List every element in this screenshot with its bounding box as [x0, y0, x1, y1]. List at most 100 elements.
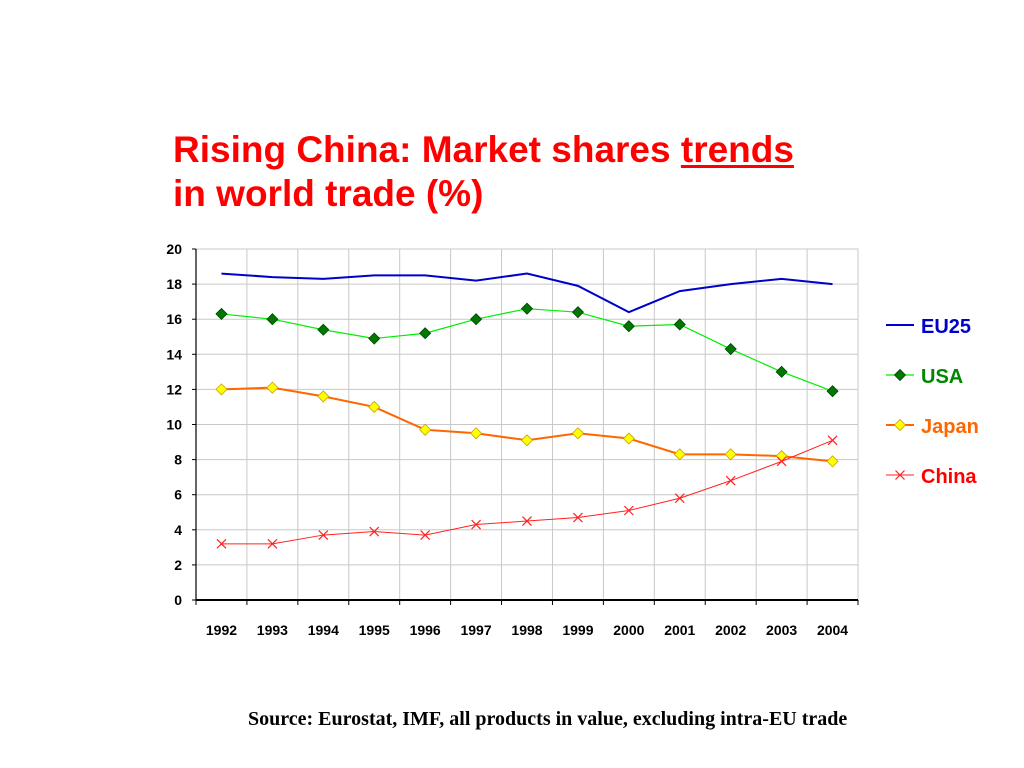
data-point-stroke: [471, 519, 482, 530]
y-tick-label: 0: [174, 592, 182, 608]
y-tick-label: 10: [166, 417, 182, 433]
data-point: [724, 342, 737, 356]
line-chart: 0 2 4 6 8 10 12 14 16 18 20 1992 1993 1994 1995 1996 199…: [166, 241, 979, 638]
x-tick-label: 1999: [562, 622, 593, 638]
page-title: Rising China: Market shares trends in wor…: [173, 128, 873, 216]
data-point: [826, 455, 839, 468]
data-point-stroke: [369, 526, 380, 537]
legend-label: USA: [921, 366, 963, 388]
data-point: [622, 320, 635, 333]
chart-axes: [192, 248, 859, 605]
data-point: [826, 385, 839, 398]
data-point: [317, 323, 330, 336]
data-point: [215, 307, 228, 321]
data-point-stroke: [216, 538, 227, 549]
x-tick-label: 2003: [766, 622, 797, 638]
x-tick-label: 1994: [308, 622, 339, 638]
y-tick-label: 6: [174, 487, 182, 503]
legend-item-usa: USA: [886, 366, 963, 388]
data-point: [420, 530, 431, 540]
y-tick-label: 2: [174, 557, 182, 573]
data-point: [368, 400, 381, 414]
x-tick-label: 1996: [410, 622, 441, 638]
chart-legend: EU25 USA Japan China: [886, 316, 979, 488]
data-point: [216, 538, 227, 549]
y-tick-label: 12: [166, 381, 182, 397]
data-point: [318, 530, 329, 540]
data-point: [572, 512, 583, 523]
chart-tick-labels: 0 2 4 6 8 10 12 14 16 18 20 1992 1993 1994 1995 1996 199…: [166, 241, 848, 638]
data-point: [827, 435, 838, 446]
legend-label: Japan: [921, 416, 979, 438]
series-japan: [215, 381, 839, 468]
data-point: [520, 302, 534, 315]
series-line: [221, 272, 833, 314]
data-point-stroke: [420, 530, 431, 540]
data-point: [895, 470, 905, 480]
data-point: [674, 493, 685, 504]
y-tick-label: 20: [166, 241, 182, 257]
series-eu25: [221, 272, 833, 314]
x-tick-label: 2000: [613, 622, 644, 638]
data-point-stroke: [776, 456, 787, 467]
x-tick-label: 1997: [460, 622, 491, 638]
data-point: [673, 318, 686, 331]
data-point: [266, 381, 279, 394]
chart-grid: [195, 248, 859, 601]
data-point: [571, 306, 584, 319]
data-point: [893, 418, 907, 432]
data-point: [571, 427, 584, 440]
legend-label: EU25: [921, 316, 971, 338]
y-tick-label: 8: [174, 452, 182, 468]
title-prefix: Rising China: Market shares: [173, 129, 681, 170]
legend-item-japan: Japan: [886, 416, 979, 438]
y-tick-label: 14: [166, 346, 182, 362]
data-point: [266, 313, 279, 326]
data-point: [419, 423, 432, 436]
y-tick-label: 18: [166, 276, 182, 292]
y-tick-label: 16: [166, 311, 182, 327]
x-tick-label: 1998: [511, 622, 542, 638]
series-china: [216, 435, 838, 549]
data-point-stroke: [267, 538, 278, 549]
data-point: [725, 475, 736, 486]
x-tick-label: 1993: [257, 622, 288, 638]
data-point: [215, 383, 228, 396]
data-point-stroke: [623, 505, 634, 516]
data-point: [317, 390, 330, 403]
legend-item-china: China: [886, 466, 977, 488]
data-point: [623, 505, 634, 516]
x-tick-label: 2001: [664, 622, 695, 638]
data-point: [471, 519, 482, 530]
data-point: [522, 516, 532, 526]
data-point-stroke: [318, 530, 329, 540]
data-point: [470, 427, 483, 440]
data-point: [419, 327, 432, 340]
data-point: [673, 448, 686, 461]
x-tick-label: 1992: [206, 622, 237, 638]
data-point-stroke: [895, 470, 905, 480]
data-point: [622, 432, 635, 445]
data-point-stroke: [572, 512, 583, 523]
x-tick-label: 2004: [817, 622, 848, 638]
x-tick-label: 1995: [359, 622, 390, 638]
data-point: [520, 434, 534, 447]
data-point-stroke: [522, 516, 532, 526]
series-usa: [215, 302, 839, 398]
data-point: [368, 332, 381, 345]
data-point-stroke: [674, 493, 685, 504]
legend-label: China: [921, 466, 977, 488]
data-point: [893, 368, 907, 382]
data-point-stroke: [725, 475, 736, 486]
title-line-2: in world trade (%): [173, 173, 484, 214]
legend-item-eu25: EU25: [886, 316, 971, 338]
title-emphasis: trends: [680, 129, 794, 170]
data-point-stroke: [827, 435, 838, 446]
data-point: [267, 538, 278, 549]
data-point: [724, 448, 737, 461]
x-tick-label: 2002: [715, 622, 746, 638]
data-point: [470, 313, 483, 326]
data-point: [369, 526, 380, 537]
data-point: [776, 456, 787, 467]
y-tick-label: 4: [174, 522, 182, 538]
